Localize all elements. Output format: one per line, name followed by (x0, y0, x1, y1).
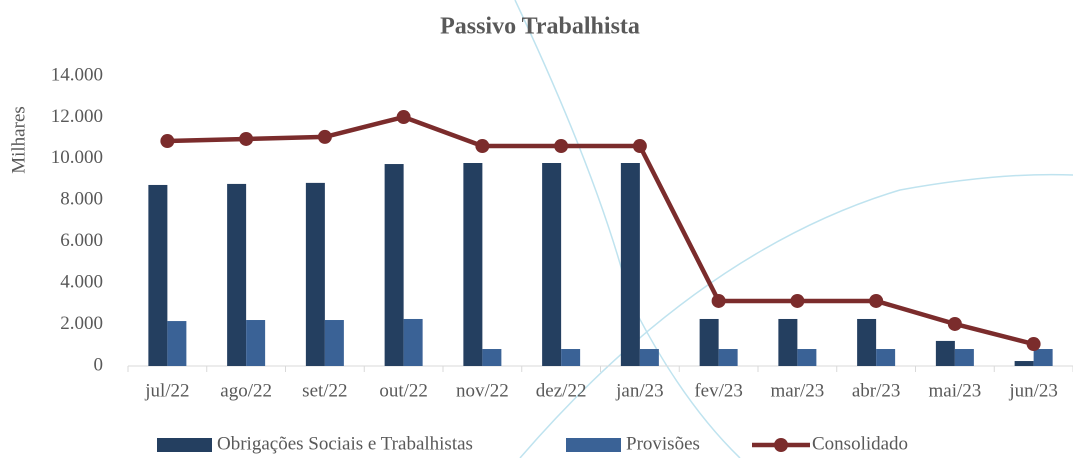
bar (954, 349, 974, 366)
line-marker (632, 139, 647, 154)
legend-label: Consolidado (812, 433, 908, 454)
bar (718, 349, 738, 366)
x-tick-label: mai/23 (928, 380, 981, 401)
x-tick-label: abr/23 (852, 380, 901, 401)
x-tick-label: jul/22 (144, 380, 189, 401)
y-tick-label: 12.000 (51, 106, 103, 127)
line-marker (396, 110, 411, 125)
bar (305, 182, 325, 366)
line-marker (239, 131, 254, 146)
x-tick-label: set/22 (302, 380, 347, 401)
bar (246, 320, 266, 366)
x-tick-label: nov/22 (456, 380, 509, 401)
y-tick-label: 4.000 (60, 272, 103, 293)
line-marker (711, 293, 726, 308)
line (167, 114, 1035, 347)
x-tick-label: dez/22 (536, 380, 587, 401)
y-tick-label: 14.000 (51, 64, 103, 85)
y-tick-label: 6.000 (60, 230, 103, 251)
bar (384, 164, 404, 366)
line-marker (475, 139, 490, 154)
line-marker (790, 293, 805, 308)
bar (482, 349, 502, 366)
bar (403, 318, 423, 366)
bar (620, 163, 640, 366)
legend-label: Provisões (626, 433, 700, 454)
bar (935, 340, 955, 366)
y-axis-label: Milhares (8, 106, 29, 174)
bar (778, 318, 798, 366)
bar (797, 349, 817, 366)
x-tick-label: out/22 (379, 380, 428, 401)
bar (639, 349, 659, 366)
line-marker (160, 134, 175, 149)
y-tick-label: 8.000 (60, 189, 103, 210)
bar (463, 163, 483, 366)
line-marker (554, 139, 569, 154)
bar (542, 163, 562, 366)
bar (876, 349, 896, 366)
bar (561, 349, 581, 366)
line-marker (869, 293, 884, 308)
line-marker (947, 316, 962, 331)
x-tick-label: fev/23 (694, 380, 743, 401)
bar (857, 318, 877, 366)
legend-label: Obrigações Sociais e Trabalhistas (217, 433, 473, 454)
bar (1014, 361, 1034, 366)
legend-swatch (157, 438, 212, 452)
bar (1033, 349, 1053, 366)
bar (699, 318, 719, 366)
chart-title: Passivo Trabalhista (440, 14, 640, 40)
x-tick-label: jun/23 (1008, 380, 1058, 401)
line-marker (1026, 337, 1041, 352)
y-tick-label: 10.000 (51, 147, 103, 168)
x-tick-label: jan/23 (615, 380, 664, 401)
legend-swatch (774, 438, 788, 452)
legend-swatch (566, 438, 621, 452)
x-tick-label: mar/23 (770, 380, 824, 401)
y-tick-label: 0 (94, 354, 104, 375)
y-tick-label: 2.000 (60, 313, 103, 334)
line-marker (317, 129, 332, 144)
bar (324, 320, 344, 366)
decoration (519, 173, 1073, 458)
bar (227, 183, 247, 366)
x-tick-label: ago/22 (220, 380, 272, 401)
bar (167, 321, 187, 366)
bar (148, 184, 168, 366)
